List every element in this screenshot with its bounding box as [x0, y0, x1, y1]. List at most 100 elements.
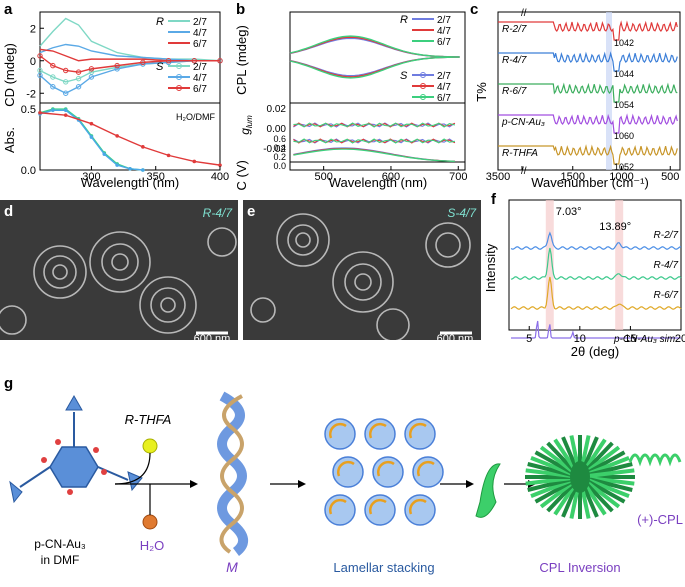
c-x-tick-label: 1500 — [561, 171, 585, 183]
a-x-tick-label: 350 — [147, 171, 165, 183]
b-x-tick-label: 700 — [449, 171, 467, 183]
xrd-trace-label: p-CN-Au₃ sim. — [613, 334, 678, 345]
au-atom-1 — [55, 439, 61, 445]
legend-group-label: R — [156, 16, 164, 28]
glum-trace — [293, 138, 456, 144]
panel-b-x-axis-label: Wavelength (nm) — [329, 175, 428, 190]
xrd-y-axis-label: Intensity — [485, 243, 498, 292]
a-x-tick-label: 300 — [82, 171, 100, 183]
legend-label: 6/7 — [193, 84, 207, 95]
xrd-trace-label: R-2/7 — [654, 230, 679, 241]
ir-trace — [522, 51, 678, 72]
panel-c-chart: R-2/7 1042 R-4/7 1044 R-6/7 1054 p-CN-Au₃ 1060 R… — [474, 8, 681, 190]
legend-marker — [176, 85, 182, 91]
cd-point — [37, 53, 43, 59]
glum-tick-label: 0.02 — [267, 104, 287, 115]
abs-point — [128, 166, 132, 171]
abs-y-axis-label: Abs. — [2, 127, 17, 153]
cpl-trace — [289, 35, 460, 58]
ir-trace-label: p-CN-Au₃ — [501, 117, 545, 128]
c-x-tick-label: 1000 — [609, 171, 633, 183]
panel-f-label: f — [491, 191, 497, 208]
legend-label: 6/7 — [437, 93, 451, 104]
abs-y-tick-label: 0.5 — [21, 104, 36, 116]
cpl-y-axis-label: CPL (mdeg) — [234, 25, 249, 95]
ir-trace-label: R-6/7 — [502, 86, 527, 97]
panel-f-chart: f R-2/7 R-4/7 R-6/7 p-CN-Au₃ sim. 7.03° 13.89… — [485, 191, 685, 359]
abs-point — [89, 135, 94, 139]
legend-label: 4/7 — [437, 26, 451, 37]
cd-point — [114, 66, 120, 72]
abs-point — [102, 152, 107, 156]
ir-y-axis-label: T% — [474, 82, 489, 102]
abs-point — [141, 145, 145, 149]
lamellar-unit-arc — [417, 460, 435, 477]
molecule-label: p-CN-Au₃ — [34, 537, 86, 551]
cd-point — [191, 58, 197, 64]
scheme-g: g p-CN-Au₃ in DMF R-THFA H₂O M Lamellar … — [4, 375, 683, 575]
ir-trace — [522, 144, 678, 165]
cd-plot: -2 0 2 — [26, 17, 223, 100]
glum-label-sub: lum — [245, 115, 254, 128]
abs-point — [51, 108, 55, 113]
glum-label-base: g — [238, 128, 252, 135]
cd-series-line — [39, 55, 220, 73]
au-atom-5 — [101, 469, 107, 475]
dc-tick-label: 0.6 — [273, 134, 286, 144]
au-atom-4 — [41, 457, 47, 463]
cd-point — [75, 75, 82, 82]
ir-peak-label: 1044 — [614, 69, 634, 79]
ring-up — [65, 394, 83, 411]
ribbon-shape — [475, 463, 501, 518]
ir-trace — [522, 20, 678, 41]
cpl-trace — [289, 36, 460, 58]
cd-point — [50, 74, 56, 80]
c-x-tick-label: 3500 — [486, 171, 510, 183]
xrd-trace-label: R-4/7 — [654, 260, 679, 271]
ring-left — [9, 480, 23, 504]
legend-marker — [420, 94, 426, 100]
ir-trace-label: R-THFA — [502, 148, 538, 159]
abs-point — [115, 134, 119, 138]
ir-trace-label: R-2/7 — [502, 24, 527, 35]
cd-point — [50, 62, 56, 69]
ir-highlight-band — [606, 12, 612, 170]
xrd-highlight-2 — [615, 200, 624, 330]
cd-y-axis-label: CD (mdeg) — [2, 43, 17, 107]
cd-point — [63, 79, 69, 85]
c-x-tick-label: 500 — [661, 171, 679, 183]
panel-a-legend: RS2/74/76/72/74/76/7 — [156, 16, 207, 95]
cd-point — [37, 72, 43, 79]
cpl-trace — [289, 56, 460, 78]
helix-drawing — [217, 391, 248, 556]
abs-point — [115, 163, 119, 167]
cd-series-line — [39, 17, 221, 62]
cd-point — [140, 59, 146, 66]
solvent-annotation: H₂O/DMF — [176, 112, 215, 122]
abs-point — [141, 168, 145, 172]
cd-y-tick-label: 0 — [30, 56, 36, 68]
panel-b-chart: 0.02 0.00 -0.020.60.40.20.0 500 600 700 CPL (… — [234, 11, 467, 190]
panel-f-x-axis-label: 2θ (deg) — [571, 344, 619, 359]
dc-tick-label: 0.2 — [273, 152, 286, 162]
abs-point — [63, 113, 68, 117]
au-atom-3 — [67, 489, 73, 495]
cpl-label: (+)-CPL — [637, 512, 683, 527]
legend-label: 2/7 — [437, 71, 451, 82]
xrd-trace — [510, 247, 682, 280]
legend-label: 6/7 — [193, 39, 207, 50]
legend-group-label: S — [400, 70, 408, 82]
legend-marker — [176, 63, 182, 69]
cpl-spring — [628, 453, 682, 467]
sem-d-art — [0, 200, 238, 340]
lamellar-unit-arc — [329, 498, 347, 515]
arrow-1-head — [190, 480, 198, 488]
cd-point — [50, 84, 56, 90]
abs-point — [218, 163, 222, 167]
cpl-spring-path — [628, 453, 682, 467]
axis-break-mark: // — [521, 166, 527, 177]
ir-peak-label: 1054 — [614, 100, 634, 110]
inversion-label: CPL Inversion — [539, 560, 620, 575]
water-ball — [142, 514, 158, 530]
cd-series-line — [39, 60, 220, 95]
